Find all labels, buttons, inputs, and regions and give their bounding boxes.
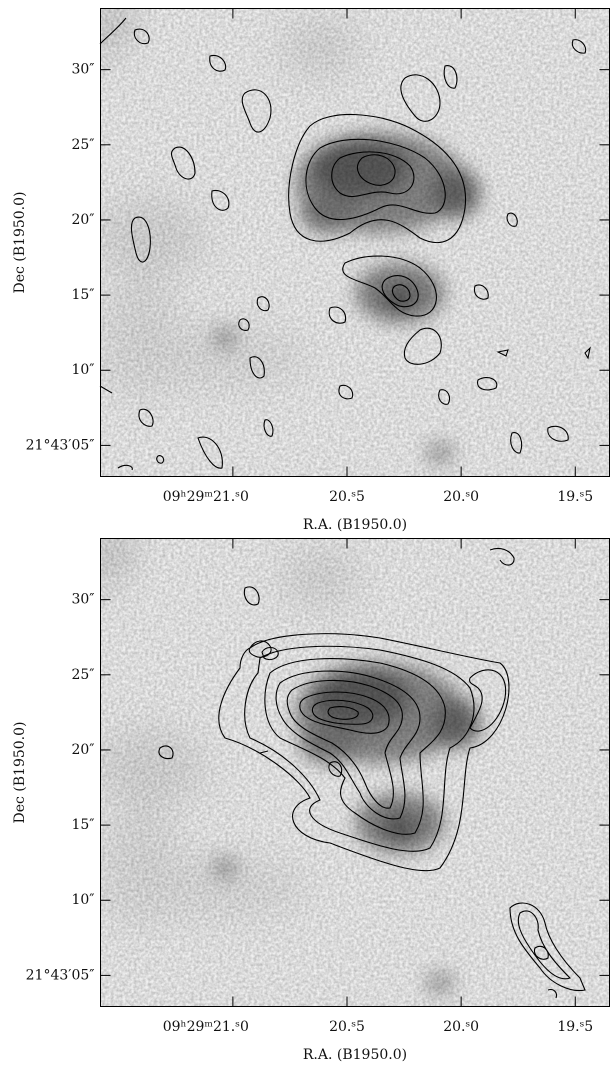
y-tick-label: 15″ (71, 817, 94, 833)
image (95, 8, 610, 477)
y-tick-label: 30″ (71, 62, 94, 78)
x-axis-label: R.A. (B1950.0) (303, 517, 407, 533)
y-tick-label: 25″ (71, 667, 94, 683)
contours (158, 547, 586, 999)
panel: 09ʰ29ᵐ21.ˢ0 20.ˢ5 20.ˢ0 19.ˢ5 21°43′05″ 10″ 15… (12, 538, 610, 1063)
y-tick-label: 25″ (71, 137, 94, 153)
x-tick-label: 20.ˢ5 (329, 489, 365, 505)
image (95, 538, 610, 1007)
y-tick-label: 15″ (71, 287, 94, 303)
contours (99, 17, 591, 471)
y-axis-label: Dec (B1950.0) (12, 722, 28, 824)
x-tick-label: 09ʰ29ᵐ21.ˢ0 (163, 1019, 249, 1035)
y-axis-label: Dec (B1950.0) (12, 192, 28, 294)
x-tick-label: 20.ˢ0 (443, 1019, 479, 1035)
y-tick-label: 21°43′05″ (26, 437, 95, 453)
y-tick-label: 10″ (71, 362, 94, 378)
y-tick-label: 20″ (71, 212, 94, 228)
x-axis-label: R.A. (B1950.0) (303, 1047, 407, 1063)
x-tick-label: 09ʰ29ᵐ21.ˢ0 (163, 489, 249, 505)
y-tick-label: 10″ (71, 892, 94, 908)
y-tick-label: 30″ (71, 592, 94, 608)
y-tick-label: 20″ (71, 742, 94, 758)
panel: 09ʰ29ᵐ21.ˢ0 20.ˢ5 20.ˢ0 19.ˢ5 21°43′05″ 10″ 15… (12, 8, 610, 533)
x-tick-label: 19.ˢ5 (557, 1019, 593, 1035)
y-tick-label: 21°43′05″ (26, 967, 95, 983)
x-tick-label: 19.ˢ5 (557, 489, 593, 505)
x-tick-label: 20.ˢ0 (443, 489, 479, 505)
x-tick-label: 20.ˢ5 (329, 1019, 365, 1035)
